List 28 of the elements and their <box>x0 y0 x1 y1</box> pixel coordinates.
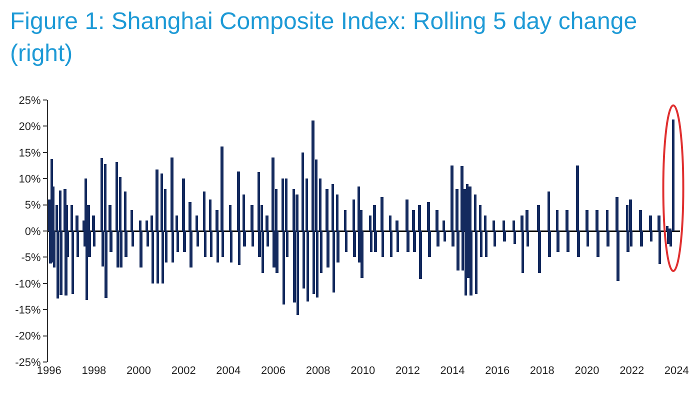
x-tick-label: 1996 <box>36 365 62 377</box>
y-tick-label: -10% <box>15 278 42 290</box>
x-tick-label: 2016 <box>485 365 510 377</box>
x-tick-label: 2010 <box>350 365 376 377</box>
y-tick-label: 5% <box>24 200 42 212</box>
x-tick-label: 2000 <box>126 365 152 377</box>
y-tick-label: 20% <box>18 121 42 134</box>
x-tick-label: 2024 <box>664 365 689 377</box>
x-tick-label: 2004 <box>216 365 241 377</box>
bar <box>669 231 672 247</box>
y-tick-label: -20% <box>15 330 42 343</box>
x-tick-label: 2014 <box>440 365 465 377</box>
y-tick-label: -15% <box>15 304 42 316</box>
x-tick-label: 2020 <box>574 365 600 377</box>
y-tick-label: 15% <box>18 147 42 160</box>
bar <box>672 119 675 231</box>
x-tick-label: 1998 <box>82 365 106 377</box>
y-tick-label: 0% <box>24 226 42 238</box>
x-tick-label: 2008 <box>306 365 330 377</box>
x-tick-label: 2012 <box>395 365 420 377</box>
y-tick-label: 10% <box>18 173 42 186</box>
y-tick-label: 25% <box>18 94 42 107</box>
x-tick-label: 2018 <box>530 365 554 377</box>
y-tick-label: -5% <box>21 252 42 264</box>
x-tick-label: 2002 <box>171 365 196 377</box>
x-tick-label: 2022 <box>620 365 644 377</box>
x-tick-label: 2006 <box>260 365 286 377</box>
chart-title: Figure 1: Shanghai Composite Index: Rolling 5 day change (right) <box>10 7 638 69</box>
